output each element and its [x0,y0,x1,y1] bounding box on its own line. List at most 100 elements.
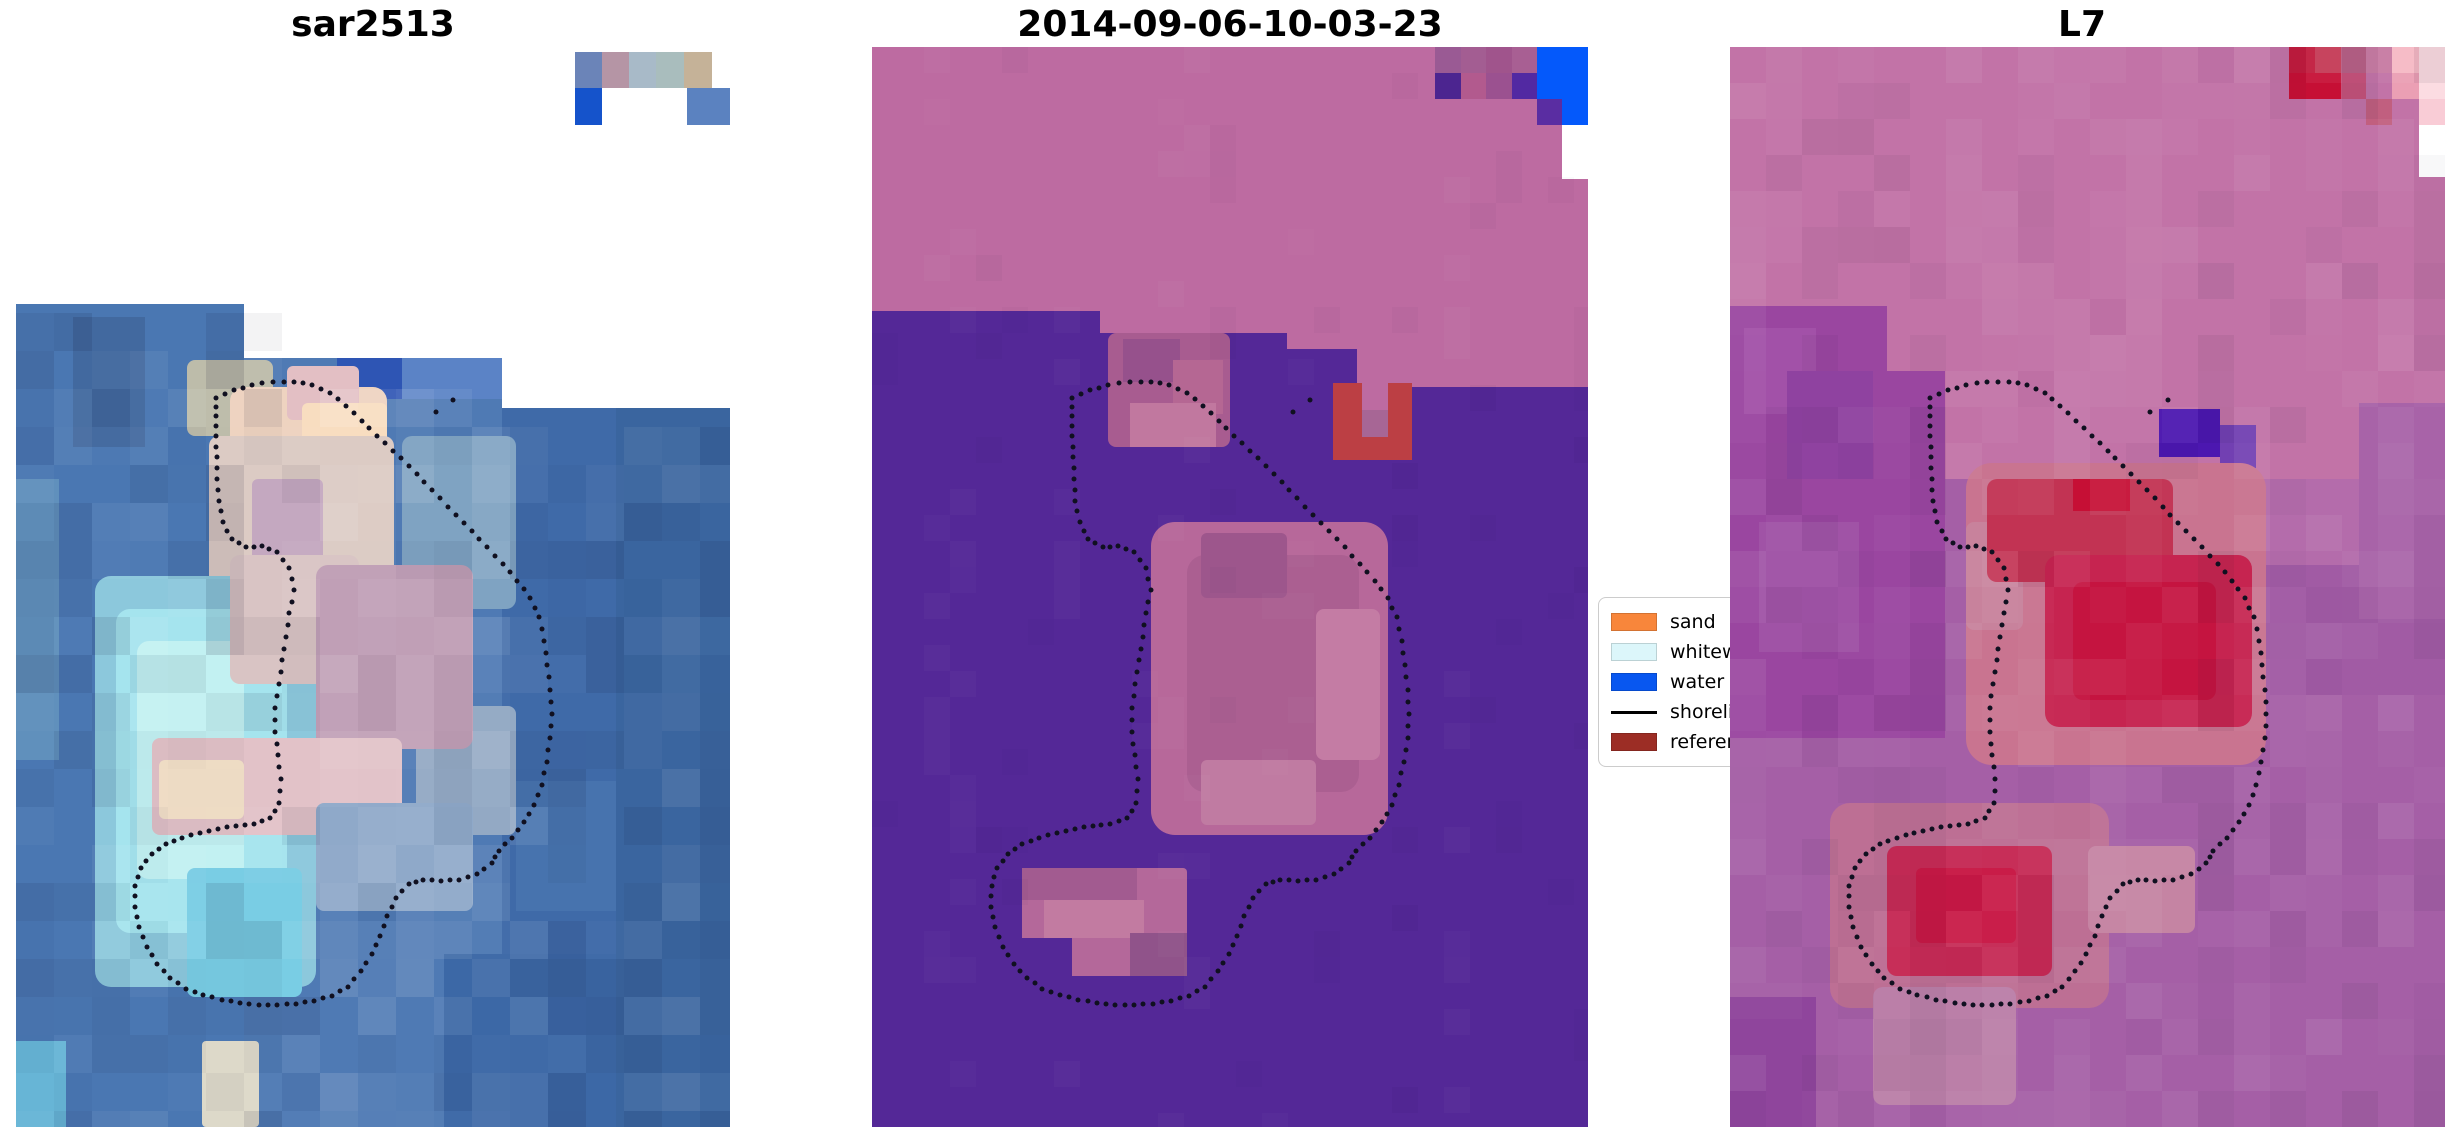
shoreline-dot [1271,471,1277,477]
shoreline-dot [989,883,995,889]
shoreline-dot [1100,544,1106,550]
shoreline-dot [1231,433,1237,439]
raster-region [515,781,616,911]
raster-region [1873,986,2016,1106]
raster-region [16,479,59,760]
raster-region [1201,759,1316,825]
raster-region [2289,47,2315,73]
shoreline-dot [1250,895,1256,901]
shoreline-dot [2217,841,2223,847]
shoreline-dot [1133,800,1139,806]
shoreline-dot [1124,815,1130,821]
shoreline-dot [2236,819,2242,825]
shoreline-dot [1072,826,1078,832]
shoreline-dot [1039,986,1045,992]
raster-region [1887,306,2445,371]
raster-region [201,1040,259,1127]
raster-region [1122,338,1180,382]
shoreline-dot [1019,841,1025,847]
raster-region [602,52,630,89]
shoreline-dot [1071,476,1077,482]
shoreline-dot [1360,841,1366,847]
shoreline-dot [1085,536,1091,542]
shoreline-dot [1331,871,1337,877]
shoreline-dot [1028,838,1034,844]
raster-region [575,52,603,89]
shoreline-dot [1220,960,1226,966]
shoreline-dot [1143,610,1149,616]
shoreline-dot [1226,951,1232,957]
shoreline-dot [2230,827,2236,833]
shoreline-dot [1123,546,1129,552]
water-swatch [1611,673,1657,691]
shoreline-dot [1140,1001,1146,1007]
shoreline-dot [1135,776,1141,782]
shoreline-dot [2250,792,2256,798]
raster-region [1361,382,1389,410]
raster-region [1512,72,1538,99]
shoreline-dot [1077,519,1083,525]
shoreline-dot [1090,823,1096,829]
shoreline-dot [1263,881,1269,887]
raster-region [2340,72,2367,99]
shoreline-dot [1045,832,1051,838]
raster-region [251,479,323,566]
raster-region [1129,403,1216,447]
raster-region [2366,47,2393,73]
shoreline-dot [1057,992,1063,998]
raster-region [2418,72,2445,99]
shoreline-dot [1194,988,1200,994]
shoreline-dot [1957,544,1963,550]
shoreline-dot [988,893,994,899]
shoreline-dot [1138,646,1144,652]
shoreline-dot [1115,543,1121,549]
shoreline-dot [1054,830,1060,836]
raster-region [1512,47,1538,73]
shoreline-dot [1134,788,1140,794]
shoreline-dot [1241,913,1247,919]
shoreline-dot [1307,397,1313,403]
shoreline-dot [2196,866,2202,872]
panel-classification [872,47,1588,1127]
shoreline-dot [1136,657,1142,663]
shoreline-dot [1398,770,1404,776]
raster-region [2366,98,2393,125]
shoreline-dot [1075,997,1081,1003]
shoreline-dot [1389,802,1395,808]
raster-region [2073,581,2217,701]
shoreline-dot [1394,614,1400,620]
shoreline-dot [1389,605,1395,611]
raster-region [2418,98,2445,125]
shoreline-dot [1338,866,1344,872]
shoreline-dot [1313,877,1319,883]
shoreline-dot [1150,1001,1156,1007]
raster-region [1356,349,1588,388]
raster-region [1787,371,1873,479]
raster-region [16,1040,66,1127]
raster-region [2392,72,2419,99]
shoreline-dot [1405,699,1411,705]
shoreline-dot [2246,802,2252,808]
raster-region [1315,608,1381,760]
shoreline-dot [1107,821,1113,827]
shoreline-dot [1304,877,1310,883]
shoreline-dot [2203,860,2209,866]
shoreline-dot [1367,835,1373,841]
shoreline-dot [1406,711,1412,717]
shoreline-dot [1230,942,1236,948]
raster-region [1730,997,1816,1127]
shoreline-dot [1129,808,1135,814]
shoreline-dot [1081,528,1087,534]
raster-region [2289,72,2341,99]
shoreline-dot [1005,851,1011,857]
shoreline-dot [1400,650,1406,656]
shoreline-dot [1234,933,1240,939]
raster-region [575,88,603,125]
raster-region [1562,124,1588,179]
shoreline-dot [1134,669,1140,675]
shoreline-dot [1129,729,1135,735]
raster-region [683,52,713,89]
shoreline-dot [1116,818,1122,824]
shoreline-dot [1096,385,1102,391]
